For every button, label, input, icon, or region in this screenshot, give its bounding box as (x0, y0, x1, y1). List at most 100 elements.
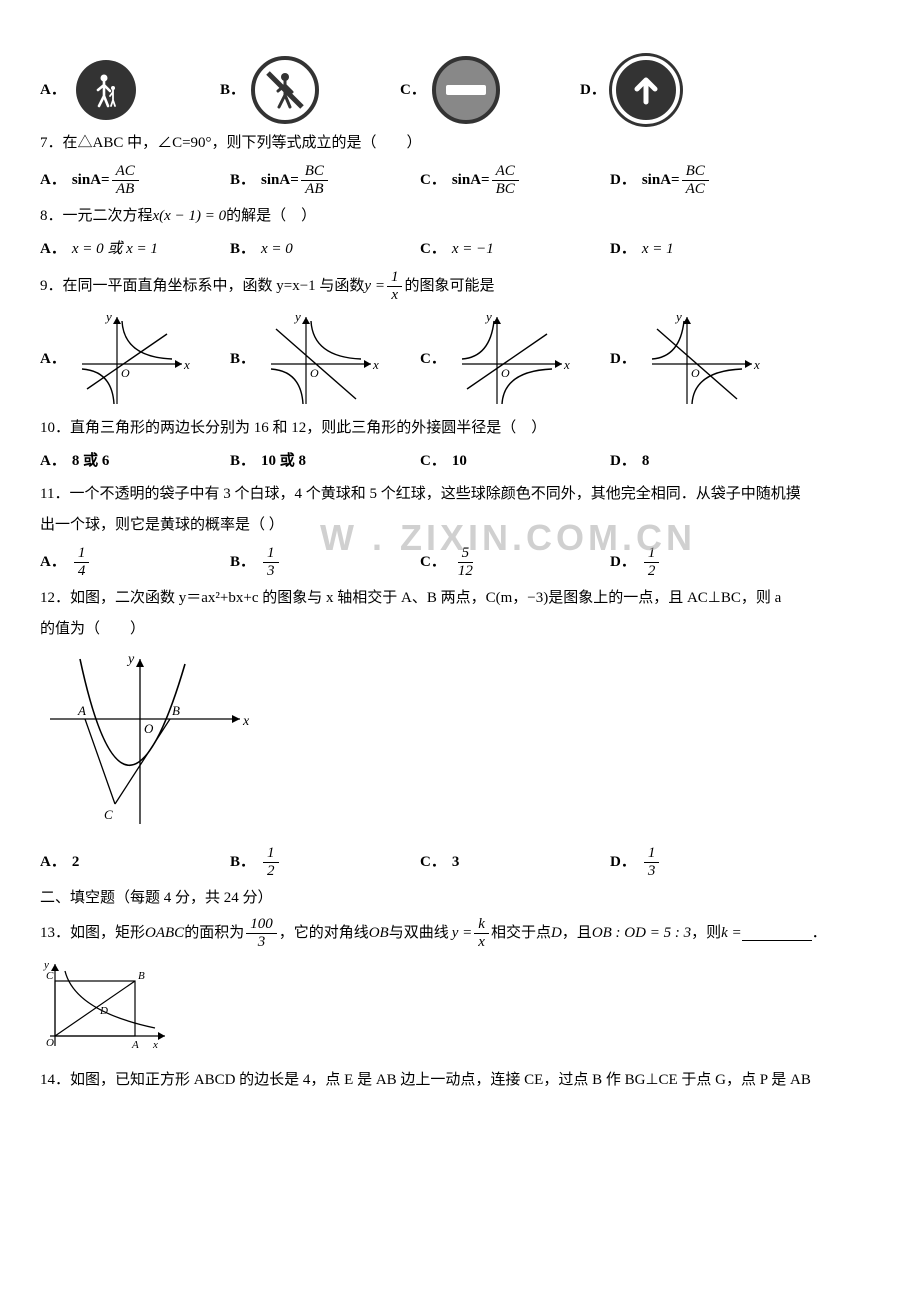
q12d-l: D． (610, 849, 636, 876)
q9c-l: C． (420, 346, 446, 373)
q9-graph-b-icon: xyO (261, 309, 381, 409)
svg-text:O: O (121, 366, 130, 380)
q12-line2: 的值为（ ） (40, 616, 880, 643)
q13-ratio: OB : OD = 5 : 3 (592, 920, 691, 947)
q13-b: 的面积为 (184, 920, 244, 947)
svg-text:A: A (131, 1039, 139, 1051)
q8-b: 的解是（ ） (226, 203, 316, 230)
q7b-label: B． (230, 167, 255, 194)
svg-text:O: O (144, 721, 154, 736)
q8b-v: x = 0 (261, 236, 293, 263)
q10c-v: 10 (452, 448, 467, 475)
sign-pedestrian-icon (76, 60, 136, 120)
q13-kd: x (474, 934, 489, 951)
q9-graph-d-icon: xyO (642, 309, 762, 409)
q9-graph-c-icon: xyO (452, 309, 572, 409)
q7b-num: BC (301, 163, 328, 181)
q7a-num: AC (112, 163, 139, 181)
svg-text:C: C (104, 807, 113, 822)
q11a-l: A． (40, 549, 66, 576)
q7d-den: AC (682, 181, 709, 198)
q9d-l: D． (610, 346, 636, 373)
q11c-d: 12 (454, 563, 477, 580)
section2-heading: 二、填空题（每题 4 分，共 24 分） (40, 885, 880, 912)
q12a-l: A． (40, 849, 66, 876)
q9-graph-a-icon: x y O (72, 309, 192, 409)
q8b-l: B． (230, 236, 255, 263)
q11c-n: 5 (458, 545, 474, 563)
svg-text:y: y (293, 309, 301, 324)
q13-e: 相交于点 (491, 920, 551, 947)
q8a-v: x = 0 或 x = 1 (72, 236, 158, 263)
q11b-l: B． (230, 549, 255, 576)
q7d-label: D． (610, 167, 636, 194)
q13-figure: C B D O A x y (40, 956, 880, 1061)
svg-text:x: x (372, 357, 379, 372)
q13-f: ，且 (562, 920, 592, 947)
q10d-v: 8 (642, 448, 650, 475)
q9-stem: 9．在同一平面直角坐标系中，函数 y=x−1 与函数 y = 1x 的图象可能是 (40, 269, 880, 303)
q9a-l: A． (40, 346, 66, 373)
q10-stem: 10．直角三角形的两边长分别为 16 和 12，则此三角形的外接圆半径是（ ） (40, 415, 880, 442)
q13-oabc: OABC (145, 920, 184, 947)
q13-an: 100 (246, 916, 277, 934)
svg-text:O: O (691, 366, 700, 380)
svg-text:O: O (501, 366, 510, 380)
q12d-n: 1 (644, 845, 660, 863)
q8c-v: x = −1 (452, 236, 494, 263)
q12b-d: 2 (263, 863, 279, 880)
q13-dot: ． (812, 920, 827, 947)
q13-kn: k (474, 916, 489, 934)
q10d-l: D． (610, 448, 636, 475)
svg-text:B: B (172, 703, 180, 718)
svg-text:x: x (152, 1039, 158, 1051)
q11-line2-row: 出一个球，则它是黄球的概率是（ ） W . ZIXIN.COM.CN (40, 512, 880, 539)
sign-no-walk-icon (251, 56, 319, 124)
q6-options: A． B． C． D． (40, 56, 880, 124)
q7d-pre: sinA= (642, 167, 680, 194)
q8-a: 8．一元二次方程 (40, 203, 153, 230)
q13-ypre: y = (452, 920, 473, 947)
q7a-pre: sinA= (72, 167, 110, 194)
q14-stem: 14．如图，已知正方形 ABCD 的边长是 4，点 E 是 AB 边上一动点，连… (40, 1067, 880, 1094)
svg-text:y: y (104, 309, 112, 324)
q11d-l: D． (610, 549, 636, 576)
q11b-n: 1 (263, 545, 279, 563)
q10b-l: B． (230, 448, 255, 475)
svg-text:x: x (753, 357, 760, 372)
q11a-d: 4 (74, 563, 90, 580)
q12-line1: 12．如图，二次函数 y＝ax²+bx+c 的图象与 x 轴相交于 A、B 两点… (40, 585, 880, 612)
q13-a: 13．如图，矩形 (40, 920, 145, 947)
q8-stem: 8．一元二次方程 x(x − 1) = 0 的解是（ ） (40, 203, 880, 230)
q13-c: ，它的对角线 (279, 920, 369, 947)
q11-options: A．14 B．13 C．512 D．12 (40, 545, 880, 579)
svg-text:x: x (183, 357, 190, 372)
svg-text:x: x (242, 714, 250, 729)
q9-a: 9．在同一平面直角坐标系中，函数 y=x−1 与函数 (40, 273, 364, 300)
q13-stem: 13．如图，矩形 OABC 的面积为 1003 ，它的对角线 OB 与双曲线 y… (40, 916, 880, 950)
q6-opt-b-label: B． (220, 77, 245, 104)
q12a-v: 2 (72, 849, 80, 876)
q9-num: 1 (387, 269, 403, 287)
q11-line2: 出一个球，则它是黄球的概率是（ ） (40, 512, 284, 539)
q12b-n: 1 (263, 845, 279, 863)
sign-no-entry-icon (432, 56, 500, 124)
q13-kq: k = (721, 920, 742, 947)
q12c-l: C． (420, 849, 446, 876)
svg-text:y: y (484, 309, 492, 324)
q7a-den: AB (112, 181, 138, 198)
q9-ypre: y = (364, 273, 385, 300)
q7b-pre: sinA= (261, 167, 299, 194)
q13-ob: OB (369, 920, 389, 947)
q10a-l: A． (40, 448, 66, 475)
q8c-l: C． (420, 236, 446, 263)
svg-text:y: y (43, 959, 49, 971)
q11-line1: 11．一个不透明的袋子中有 3 个白球，4 个黄球和 5 个红球，这些球除颜色不… (40, 481, 880, 508)
q7d-num: BC (682, 163, 709, 181)
q11d-d: 2 (644, 563, 660, 580)
q7c-num: AC (492, 163, 519, 181)
q11a-n: 1 (74, 545, 90, 563)
q12c-v: 3 (452, 849, 460, 876)
q13-g: ，则 (691, 920, 721, 947)
sign-up-arrow-icon (612, 56, 680, 124)
